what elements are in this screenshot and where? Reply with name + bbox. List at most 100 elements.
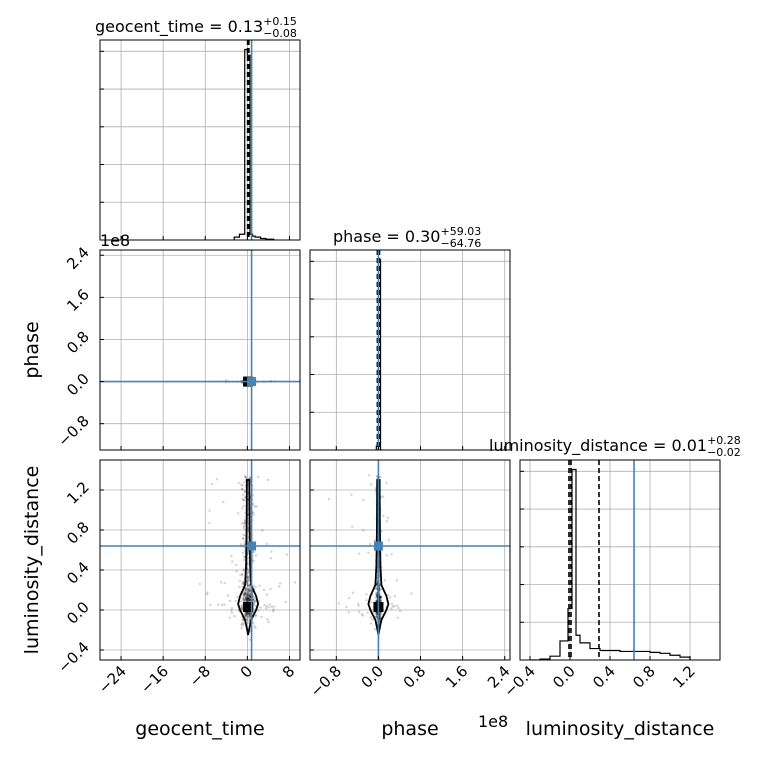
scatter-point — [236, 595, 239, 599]
scatter-point — [248, 475, 251, 479]
scatter-point — [248, 614, 251, 617]
scatter-point — [246, 594, 249, 597]
scatter-point — [242, 524, 246, 528]
scatter-point — [242, 582, 245, 585]
scatter-point — [373, 539, 376, 542]
scatter-point — [234, 599, 237, 603]
xlabel-luminosity-distance: luminosity_distance — [526, 718, 715, 740]
scatter-point — [244, 587, 247, 590]
scatter-point — [361, 614, 365, 617]
scatter-point — [247, 579, 250, 582]
scatter-point — [248, 598, 251, 602]
scatter-point — [243, 489, 247, 493]
scatter-point — [269, 557, 273, 560]
scatter-point — [385, 554, 389, 557]
scatter-point — [373, 628, 377, 631]
scatter-point — [379, 615, 382, 618]
scatter-point — [247, 614, 251, 617]
scatter-point — [252, 551, 255, 554]
scatter-point — [241, 581, 244, 584]
scatter-point — [255, 505, 258, 508]
y-tick-label: 0.8 — [63, 328, 93, 358]
scatter-point — [269, 587, 272, 591]
scatter-point — [259, 606, 262, 609]
scatter-point — [247, 597, 250, 600]
scatter-point — [347, 611, 351, 614]
truth-marker — [247, 377, 257, 387]
scatter-point — [226, 594, 230, 597]
scatter-point — [235, 570, 238, 573]
scatter-point — [254, 604, 257, 608]
scatter-point — [264, 607, 268, 610]
scatter-point — [231, 560, 234, 563]
y-tick-label: −0.4 — [54, 638, 92, 676]
histogram-panel-geocent_time — [100, 40, 300, 240]
scatter-point — [247, 551, 250, 554]
scatter-point — [230, 606, 234, 610]
y-tick-label: 0.0 — [63, 598, 93, 628]
scatter-point — [246, 572, 249, 575]
scatter-point — [245, 596, 248, 599]
scatter-point — [395, 579, 399, 582]
scatter-point — [266, 618, 269, 621]
scatter-point — [397, 606, 400, 610]
scatter-point — [253, 625, 256, 628]
scatter-point — [247, 594, 251, 598]
scatter-point — [241, 497, 244, 500]
x-tick-label: −8 — [186, 662, 214, 690]
scatter-point — [245, 613, 248, 617]
scatter-point — [254, 599, 257, 603]
scatter-point — [248, 586, 251, 589]
scatter-point — [375, 593, 378, 596]
scatter-point — [241, 484, 244, 487]
scatter-point — [242, 593, 246, 597]
scatter-point — [211, 482, 214, 486]
scatter-point — [248, 616, 252, 620]
scatter-point — [388, 596, 392, 599]
scatter-point — [230, 609, 233, 612]
scatter-point — [245, 612, 249, 615]
scatter-point — [293, 581, 297, 584]
x-tick-label: 8 — [279, 662, 298, 681]
scatter-point — [248, 598, 251, 601]
scatter-point — [246, 592, 249, 595]
scatter-point — [272, 609, 275, 613]
panel-frame — [309, 249, 511, 451]
scatter-point — [248, 612, 251, 616]
scatter-point — [247, 588, 251, 591]
scatter-point — [268, 603, 271, 606]
x-tick-label: 1.2 — [669, 662, 699, 692]
y-tick-label: 1.6 — [63, 286, 93, 316]
scatter-point — [239, 573, 242, 576]
scatter-point — [254, 614, 257, 618]
scatter-point — [241, 574, 244, 577]
scatter-point — [244, 588, 248, 591]
scatter-point — [252, 550, 255, 554]
scatter-point — [228, 616, 232, 619]
scatter-point — [238, 579, 242, 583]
scatter-point — [246, 611, 249, 615]
scatter-point — [248, 619, 251, 622]
scatter-point — [234, 563, 238, 567]
scatter-point — [256, 475, 260, 479]
scatter-point — [247, 592, 250, 595]
scatter-point — [374, 611, 377, 615]
x-tick-label: 1.6 — [442, 662, 472, 692]
scatter-point — [244, 593, 248, 596]
scatter-point — [215, 478, 219, 481]
title-upper-error: +0.28 — [707, 434, 741, 447]
scatter-point — [239, 600, 243, 603]
scatter-point — [248, 589, 252, 592]
scatter-point — [395, 604, 399, 607]
scatter-point — [385, 481, 388, 484]
scatter-point — [278, 582, 282, 585]
scatter-point — [244, 613, 248, 616]
scatter-point — [245, 589, 248, 593]
scatter-point — [396, 616, 399, 619]
scatter-point — [382, 514, 385, 518]
scatter-point — [208, 521, 211, 525]
scatter-point — [248, 580, 251, 583]
scatter-point — [369, 616, 373, 619]
scatter-point — [266, 478, 270, 482]
